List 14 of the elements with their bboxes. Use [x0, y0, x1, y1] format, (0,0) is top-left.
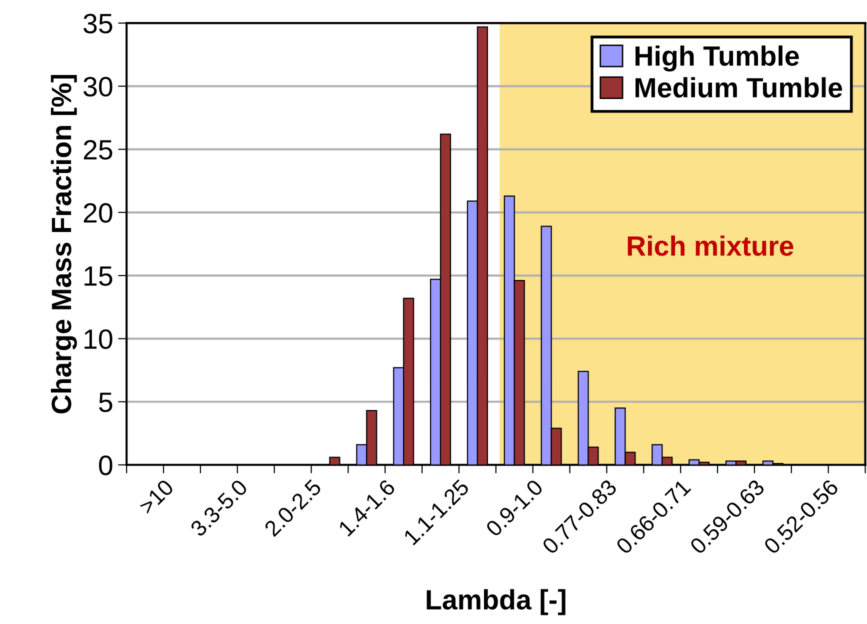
y-tick-label: 25	[84, 140, 112, 160]
x-tick-label: >10	[138, 478, 174, 515]
y-tick-label: 30	[84, 76, 112, 97]
y-tick-label: 10	[84, 329, 112, 349]
x-axis-title: Lambda [-]	[426, 589, 566, 616]
y-axis-title: Charge Mass Fraction [%]	[50, 74, 77, 414]
y-tick-label: 35	[84, 14, 112, 34]
legend-label: Medium Tumble	[636, 77, 842, 98]
y-tick-label: 5	[99, 392, 112, 412]
annotation: Rich mixture	[628, 235, 794, 256]
legend-label: High Tumble	[636, 45, 799, 72]
y-tick-label: 15	[84, 266, 112, 286]
y-tick-label: 0	[99, 456, 112, 476]
y-tick-label: 20	[84, 203, 112, 223]
